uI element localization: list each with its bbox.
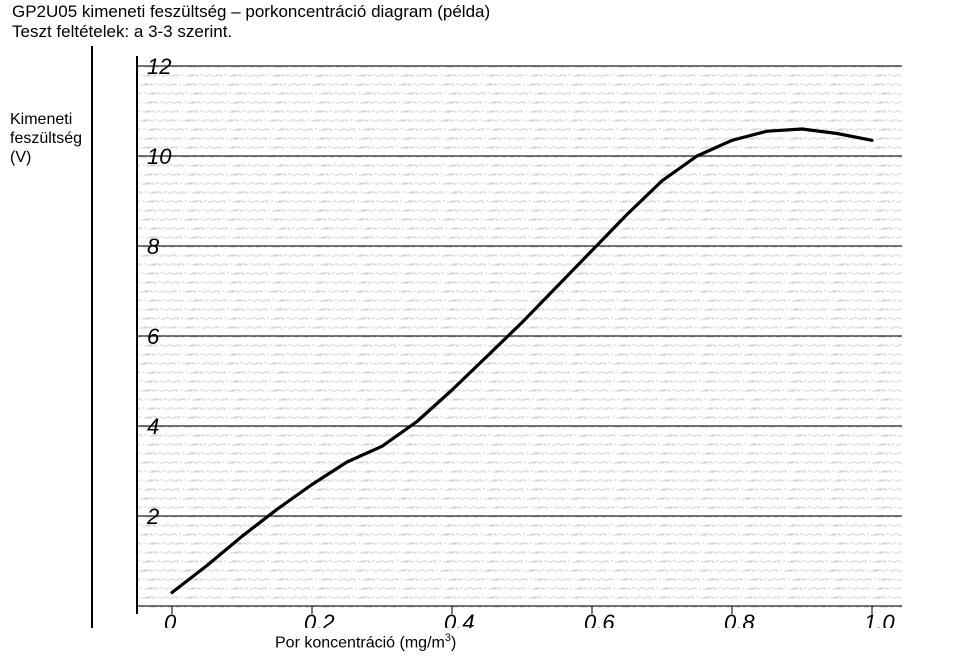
y-tick-label: 6 [147, 324, 160, 349]
x-tick-label: 0,2 [304, 610, 335, 628]
y-tick-label: 2 [146, 504, 159, 529]
x-tick-label: 0 [164, 610, 177, 628]
y-axis-label-line3: (V) [10, 149, 31, 166]
y-tick-label: 4 [147, 414, 159, 439]
x-tick-label: 0,6 [584, 610, 615, 628]
y-axis-label-line1: Kimeneti [10, 111, 72, 128]
x-axis-label: Por koncentráció (mg/m3) [275, 632, 456, 652]
y-tick-label: 10 [147, 144, 172, 169]
chart-svg: 2 4 6 8 10 12 0 0,2 0,4 0,6 0,8 1,0 [82, 46, 912, 628]
x-axis-label-close: ) [451, 634, 456, 651]
y-tick-label: 8 [147, 234, 160, 259]
x-tick-label: 0,8 [724, 610, 755, 628]
y-axis-label-line2: feszültség [10, 130, 82, 147]
y-axis-label: Kimeneti feszültség (V) [10, 110, 90, 168]
x-axis-label-text: Por koncentráció (mg/m [275, 634, 445, 651]
page-subtitle: Teszt feltételek: a 3-3 szerint. [12, 22, 232, 42]
x-tick-label: 0,4 [444, 610, 475, 628]
page-title: GP2U05 kimeneti feszültség – porkoncentr… [12, 2, 490, 22]
chart-container: 2 4 6 8 10 12 0 0,2 0,4 0,6 0,8 1,0 [82, 46, 912, 628]
y-tick-label: 12 [147, 54, 171, 79]
x-tick-label: 1,0 [864, 610, 895, 628]
